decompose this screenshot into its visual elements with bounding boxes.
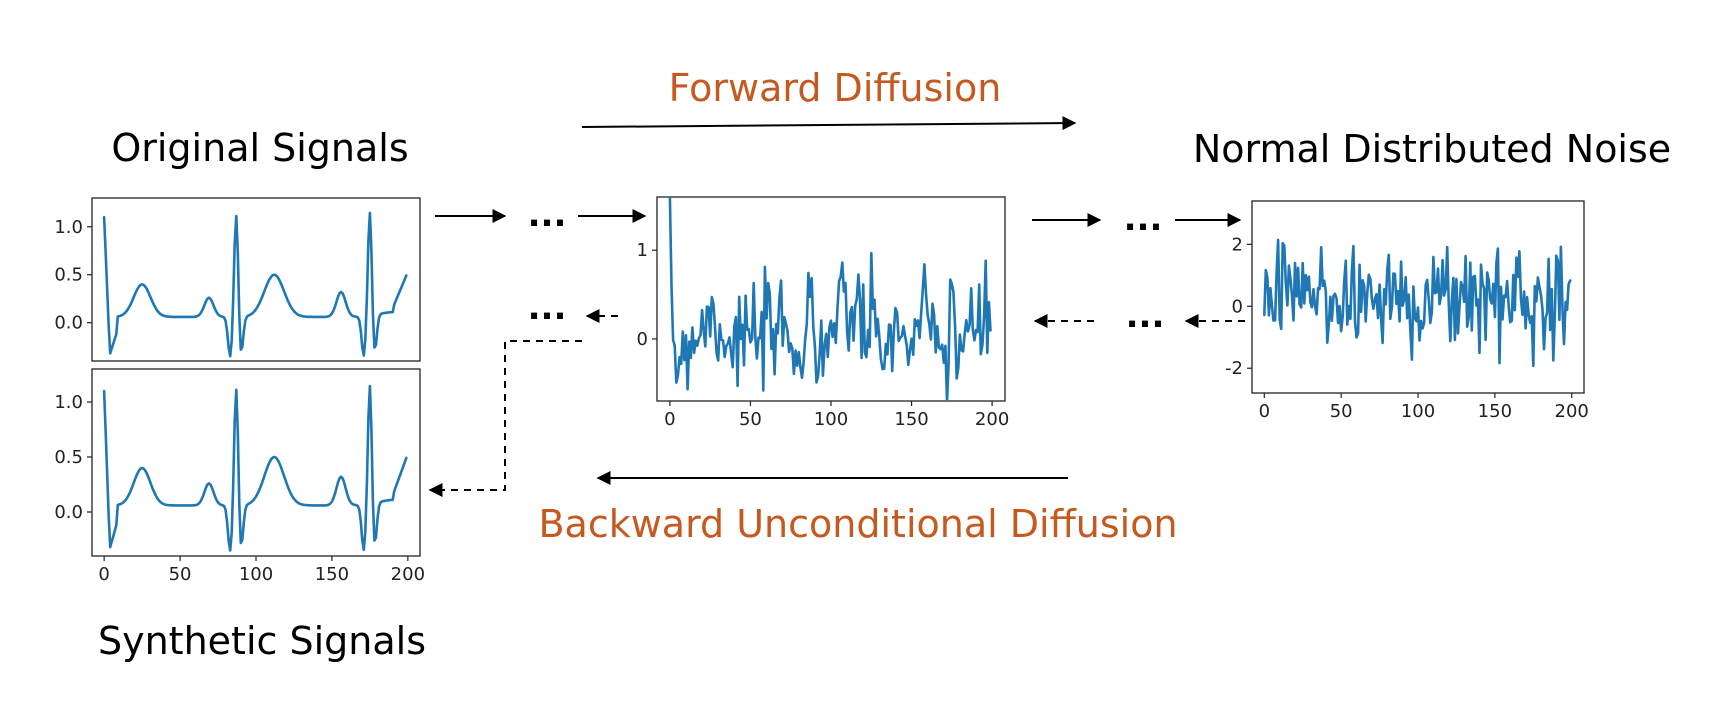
x-tick-label: 50 <box>169 564 192 585</box>
synthetic-signal-chart: 0.0 0.5 1.0 0 50 100 150 200 <box>54 368 425 585</box>
x-tick-label: 150 <box>1478 401 1512 422</box>
y-tick-label: 0.5 <box>54 447 83 468</box>
original-signal-chart: 0.0 0.5 1.0 <box>54 197 421 362</box>
ellipsis-backward-1: ... <box>528 288 567 328</box>
noise-signal-chart: 2 0 -2 0 50 100 150 200 <box>1225 200 1589 422</box>
y-tick-label: 0.5 <box>54 265 83 286</box>
x-tick-label: 200 <box>1555 401 1589 422</box>
y-tick-label: 1.0 <box>54 392 83 413</box>
forward-diffusion-label: Forward Diffusion <box>669 66 1002 110</box>
y-tick-label: -2 <box>1225 358 1243 379</box>
x-tick-label: 50 <box>739 409 762 430</box>
x-tick-label: 100 <box>1401 401 1435 422</box>
intermediate-signal-chart: 0 1 0 50 100 150 200 <box>637 196 1009 430</box>
signal-line <box>102 211 408 358</box>
x-tick-label: 50 <box>1330 401 1353 422</box>
signal-line <box>668 197 992 401</box>
x-tick-label: 200 <box>391 564 425 585</box>
x-tick-label: 200 <box>975 409 1009 430</box>
original-signals-title: Original Signals <box>111 126 408 170</box>
x-tick-label: 150 <box>894 409 928 430</box>
ellipsis-forward-2: ... <box>1124 199 1163 239</box>
noise-title: Normal Distributed Noise <box>1193 127 1671 171</box>
y-tick-label: 2 <box>1232 234 1243 255</box>
forward-arrow <box>581 116 1077 131</box>
synthetic-signals-title: Synthetic Signals <box>98 619 426 663</box>
plot-frame <box>1251 200 1585 394</box>
x-tick-label: 0 <box>664 409 675 430</box>
y-tick-label: 1.0 <box>54 217 83 238</box>
x-tick-label: 0 <box>98 564 109 585</box>
ellipsis-backward-2: ... <box>1126 296 1165 336</box>
backward-diffusion-label: Backward Unconditional Diffusion <box>538 502 1177 546</box>
y-tick-label: 0.0 <box>54 502 83 523</box>
signal-line <box>102 384 408 552</box>
x-tick-label: 0 <box>1259 401 1270 422</box>
y-tick-label: 0 <box>1232 296 1243 317</box>
y-tick-label: 0 <box>637 329 648 350</box>
y-tick-label: 1 <box>637 240 648 261</box>
signal-line <box>1263 238 1572 368</box>
x-tick-label: 100 <box>239 564 273 585</box>
x-tick-label: 100 <box>814 409 848 430</box>
x-tick-label: 150 <box>315 564 349 585</box>
y-tick-label: 0.0 <box>54 313 83 334</box>
ellipsis-forward-1: ... <box>528 195 567 235</box>
backward-final-arrow <box>428 340 582 497</box>
